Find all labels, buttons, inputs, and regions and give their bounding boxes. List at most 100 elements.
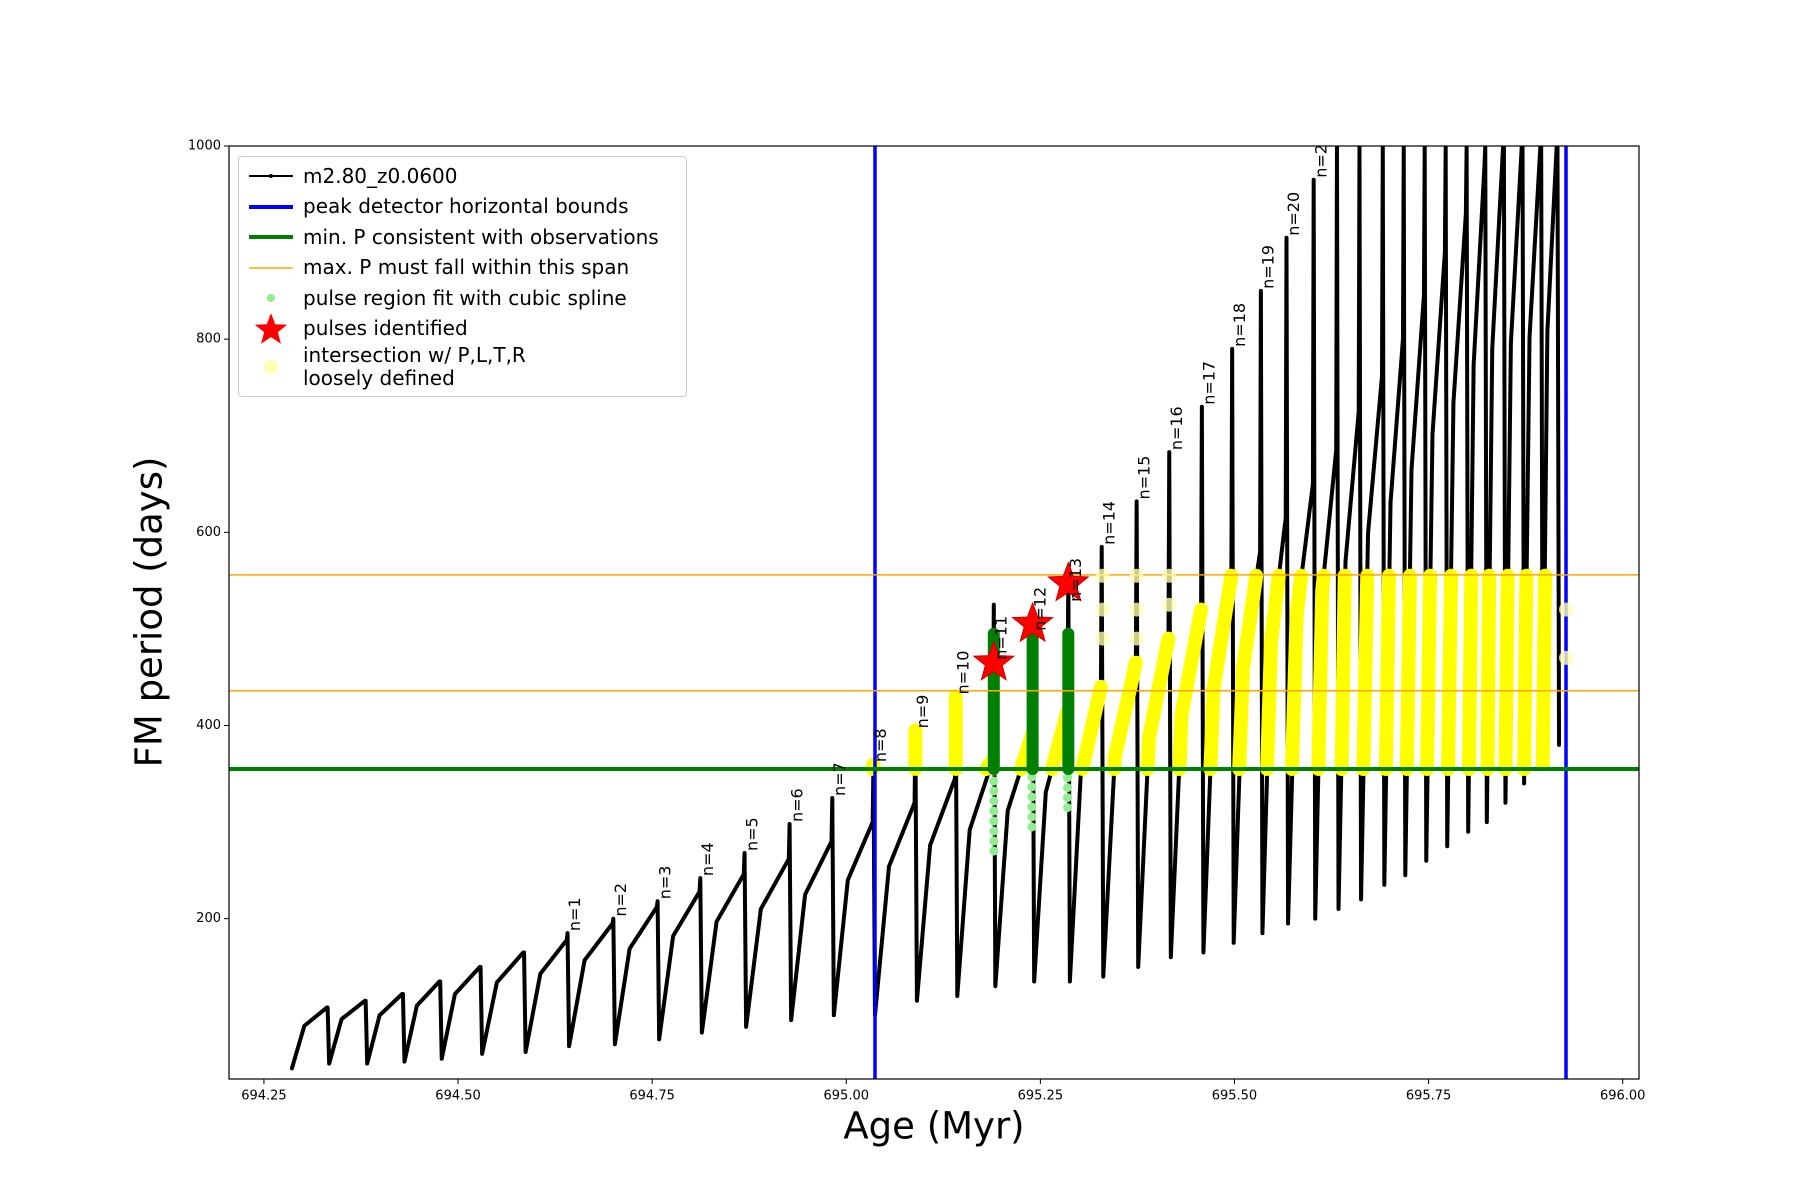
pulse-label: n=18 (1230, 303, 1249, 347)
intersection-band (1284, 568, 1309, 776)
x-tick-label: 695.50 (1212, 1089, 1258, 1104)
intersection-band (1356, 568, 1375, 776)
intersection-band (1172, 602, 1209, 776)
legend-marker (254, 313, 288, 344)
pulse-star (1047, 561, 1090, 602)
pulse-label: n=17 (1200, 361, 1219, 405)
intersection-band (1140, 631, 1176, 776)
pulse-label: n=21 (1311, 134, 1330, 178)
intersection-band (1075, 679, 1108, 776)
legend-entry: intersection w/ P,L,T,R loosely defined (239, 344, 686, 390)
y-axis-label: FM period (days) (128, 457, 171, 768)
intersection-band (1378, 568, 1396, 776)
legend-swatch (249, 235, 293, 240)
loose-point (1559, 602, 1574, 617)
legend-label: pulses identified (303, 316, 468, 341)
legend-swatch (264, 360, 278, 374)
x-tick-label: 695.25 (1018, 1089, 1064, 1104)
pulse-label: n=1 (565, 897, 584, 931)
pulse-label: n=19 (1259, 245, 1278, 289)
loose-point (1095, 602, 1110, 617)
legend-entry: peak detector horizontal bounds (239, 192, 686, 223)
y-tick-label: 400 (196, 718, 221, 733)
loose-point (1095, 631, 1110, 646)
intersection-band (1535, 568, 1553, 772)
legend-label: intersection w/ P,L,T,R loosely defined (303, 343, 526, 390)
pulse-label: n=12 (1030, 587, 1049, 631)
legend-entry: min. P consistent with observations (239, 222, 686, 253)
loose-point (1129, 602, 1144, 617)
pulse-label: n=8 (871, 728, 890, 762)
intersection-band (1461, 568, 1479, 776)
legend-entry: m2.80_z0.0600 (239, 161, 686, 192)
x-tick-label: 694.25 (241, 1089, 287, 1104)
axes: 694.25 694.50 694.75 695.00 695.25 695.50 695.… (188, 139, 1646, 1104)
pulse-label: n=16 (1167, 406, 1186, 450)
legend-swatch (249, 204, 293, 209)
intersection-band (1260, 568, 1286, 776)
axes-frame (228, 145, 1640, 1080)
pulse-label: n=15 (1134, 456, 1153, 500)
pulse-label: n=6 (787, 788, 806, 822)
pulse-star (972, 640, 1016, 681)
pulse-label: n=4 (698, 842, 717, 876)
y-tick-label: 800 (196, 332, 221, 347)
y-tick-label: 1000 (188, 139, 221, 154)
x-tick-label: 695.00 (824, 1089, 870, 1104)
legend-label: max. P must fall within this span (303, 255, 630, 280)
legend-swatch (249, 267, 293, 269)
intersection-band (1517, 568, 1534, 776)
legend-swatch (249, 174, 293, 179)
pulse-star (1011, 601, 1054, 643)
x-axis-label: Age (Myr) (843, 1105, 1024, 1148)
pulse-label: n=11 (992, 616, 1011, 660)
intersection-band (1480, 568, 1497, 776)
legend-entry: pulses identified (239, 313, 686, 345)
loose-point (1129, 631, 1144, 646)
legend-label: m2.80_z0.0600 (303, 163, 458, 188)
pulse-label: n=10 (953, 651, 972, 695)
y-tick-label: 600 (196, 525, 221, 540)
pulse-label: n=2 (611, 883, 630, 917)
intersection-band (1420, 568, 1438, 776)
intersection-band (1334, 568, 1352, 776)
legend-marker (264, 360, 278, 374)
intersection-band (1399, 568, 1417, 776)
loose-point (1162, 568, 1177, 583)
legend-swatch (267, 294, 275, 303)
loose-point (1559, 650, 1574, 665)
pulse-label: n=13 (1066, 558, 1085, 602)
intersection-band (1203, 568, 1239, 776)
legend-entry: pulse region fit with cubic spline (239, 283, 686, 314)
legend-swatch (254, 313, 288, 344)
pulse-label: n=5 (742, 817, 761, 851)
x-tick-label: 696.00 (1600, 1089, 1646, 1104)
pulse-label: n=20 (1284, 192, 1303, 236)
x-tick-label: 694.75 (629, 1089, 675, 1104)
x-tick-label: 695.75 (1406, 1089, 1452, 1104)
loose-point (1162, 597, 1177, 612)
intersection-band (1311, 568, 1331, 776)
intersection-band (1107, 655, 1143, 776)
pulse-label: n=9 (913, 695, 932, 729)
y-tick-label: 200 (196, 911, 221, 926)
pulse-label: n=14 (1099, 501, 1118, 545)
legend-label: peak detector horizontal bounds (303, 194, 629, 219)
legend-marker (267, 294, 275, 303)
legend-marker (269, 174, 273, 179)
loose-point (1129, 568, 1144, 583)
legend-label: min. P consistent with observations (303, 224, 659, 249)
intersection-band (1232, 568, 1264, 776)
pulse-label: n=7 (830, 762, 849, 796)
x-tick-label: 694.50 (435, 1089, 481, 1104)
loose-point (1095, 568, 1110, 583)
intersection-band (1498, 568, 1515, 776)
legend-label: pulse region fit with cubic spline (303, 285, 627, 310)
pulse-label: n=3 (655, 866, 674, 900)
legend-entry: max. P must fall within this span (239, 253, 686, 284)
plot-area: n=1 n=2 n=3 n=4 n=5 n=6 n=7 n=8 n=9 n=10 n=11 n=12 n… (229, 134, 1639, 1079)
intersection-band (1441, 568, 1459, 776)
